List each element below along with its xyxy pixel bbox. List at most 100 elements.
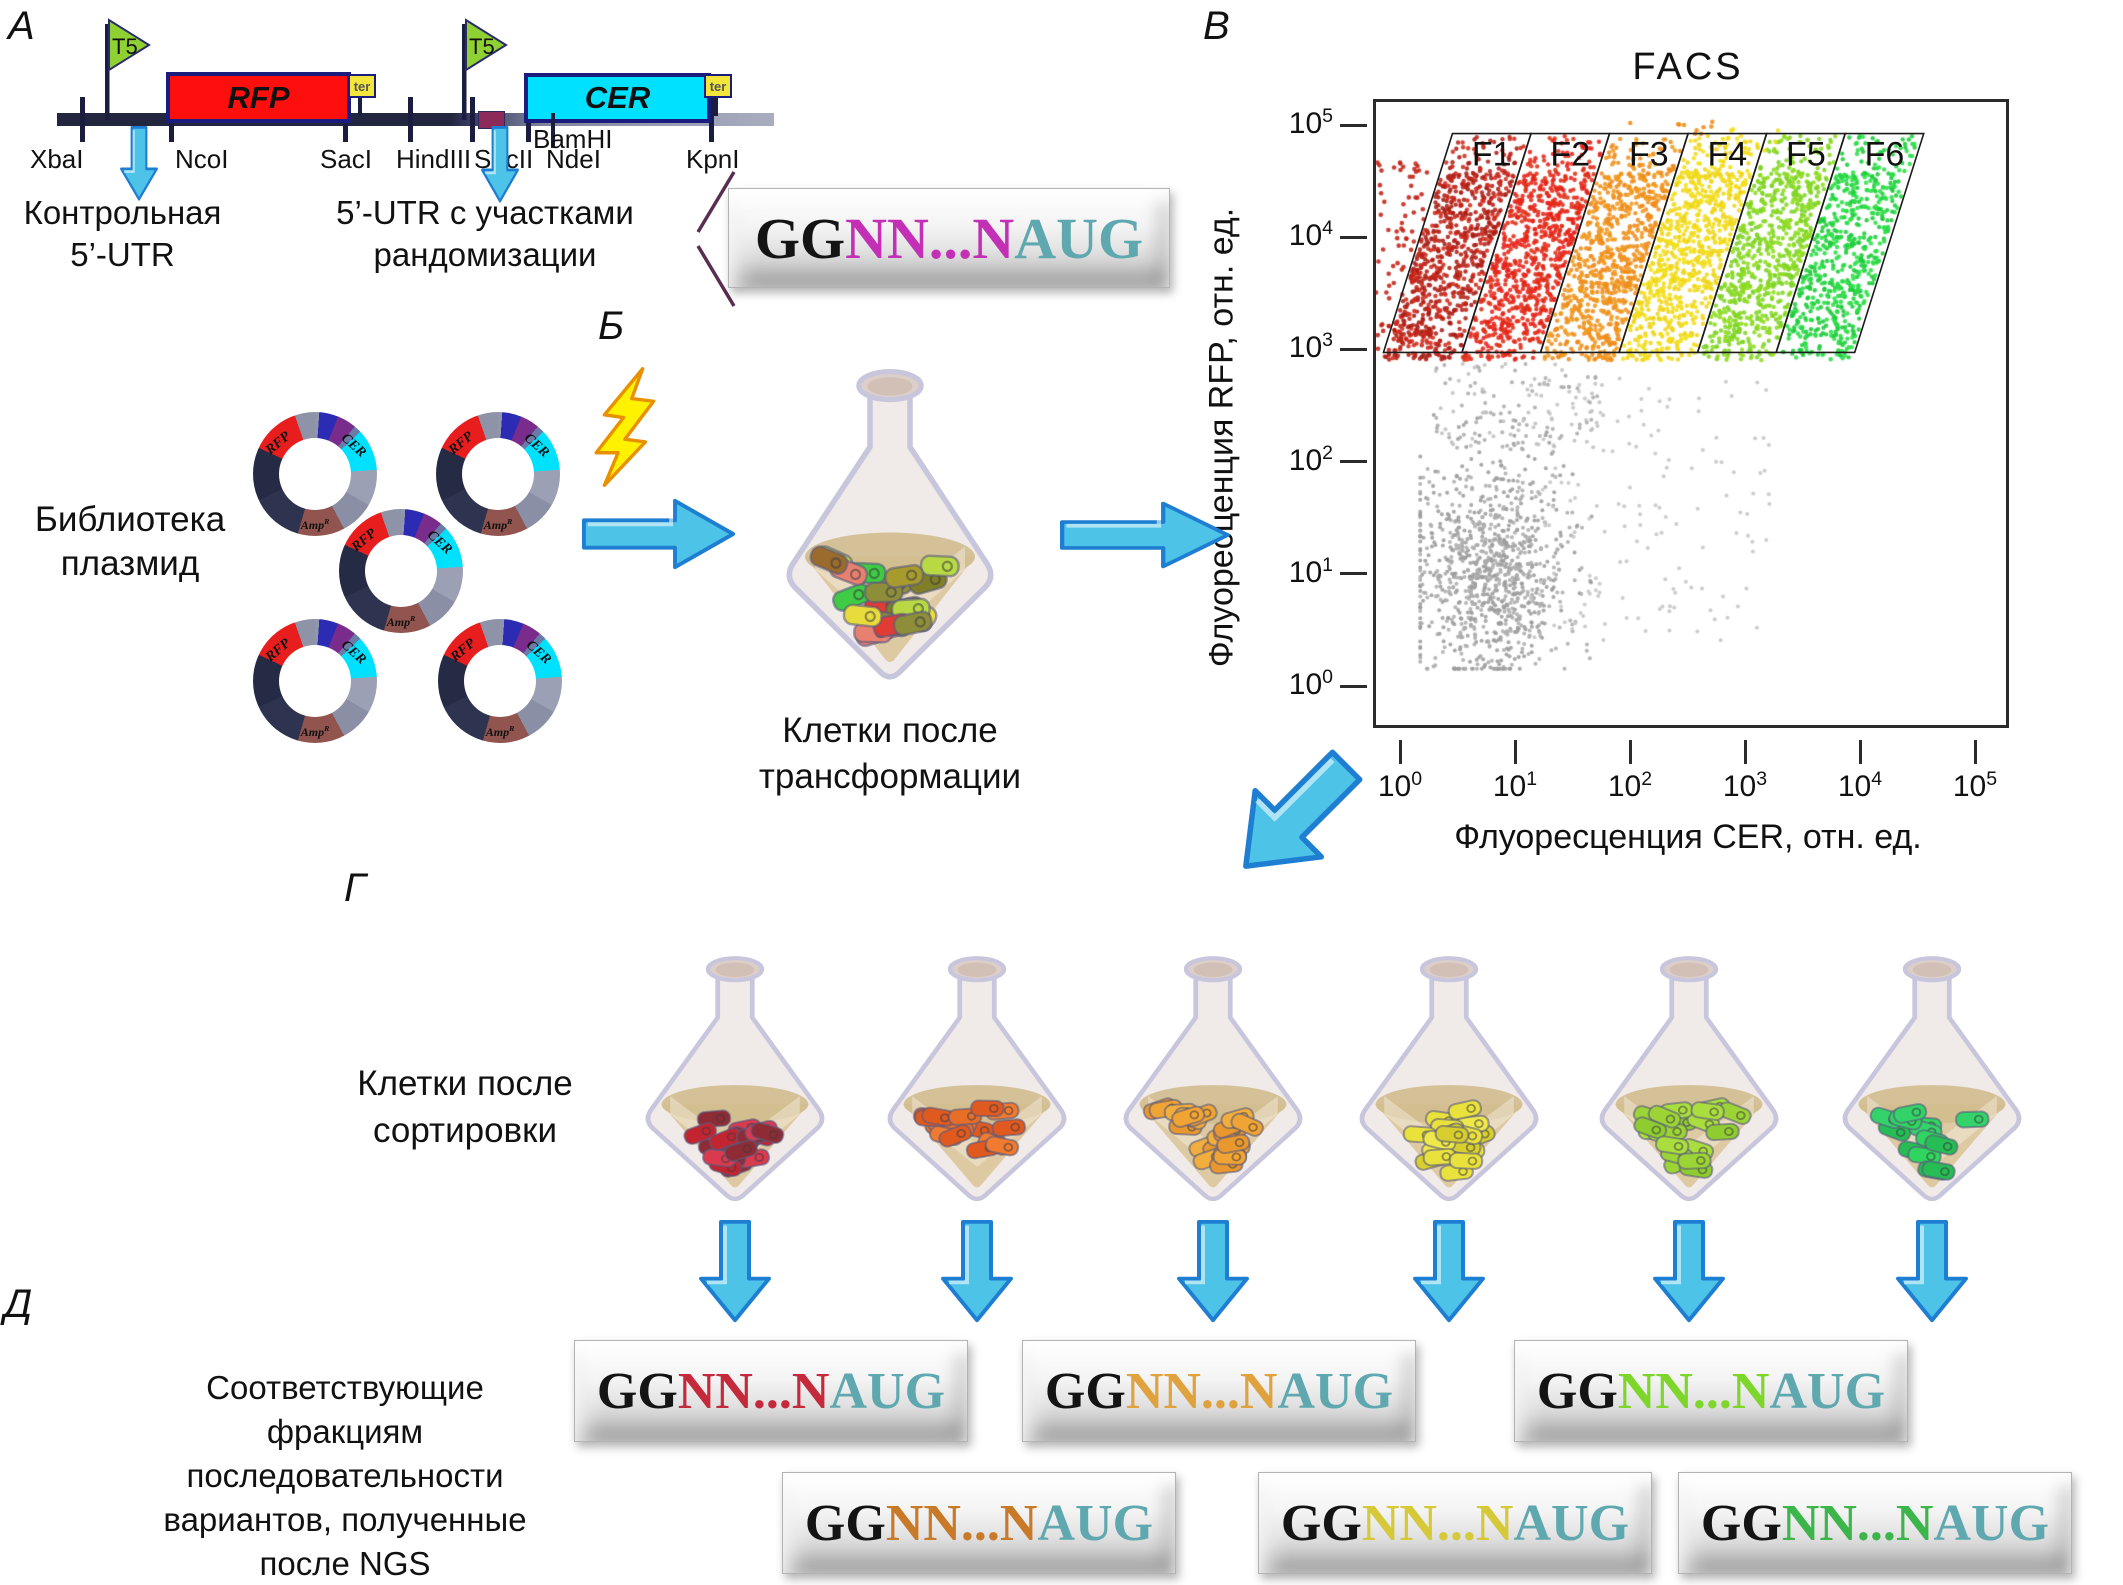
- seqbox-library: GG NN...N AUG: [728, 188, 1170, 288]
- arrow-diagonal-facs-to-fractions: [1243, 749, 1363, 869]
- facs-gates-overlay: F1 F2 F3 F4 F5 F6: [1382, 132, 1925, 354]
- random-utr-caption: 5’-UTR с участками рандомизации: [320, 192, 650, 276]
- arrow-right-flask-to-facs: [1060, 501, 1230, 569]
- seq-variable: NN...N: [1781, 1494, 1934, 1552]
- facs-xtick-10e1: [1513, 740, 1517, 764]
- plasmid-amp-label: AmpR: [483, 517, 513, 532]
- arrow-down-F4: [1413, 1220, 1485, 1323]
- random-utr-line2: рандомизации: [373, 236, 597, 273]
- facs-xtick-10e4: [1858, 740, 1862, 764]
- site-label-NcoI: NcoI: [175, 144, 229, 174]
- site-tick-SacII: [470, 97, 475, 142]
- seq-suffix: AUG: [1014, 205, 1144, 271]
- flask-sorted-F3: [1123, 956, 1303, 1202]
- plasmid-amp-label: AmpR: [485, 724, 515, 739]
- ngs-caption-line-2: фракциям: [266, 1413, 424, 1450]
- bracket-icon: [696, 171, 736, 307]
- site-label-SacI: SacI: [320, 144, 373, 174]
- panel-label-g: Г: [344, 866, 366, 910]
- facs-gate-label-F3: F3: [1629, 136, 1669, 174]
- terminator-pole-2: [714, 94, 718, 116]
- plasmid-4: RFP CER AmpR: [253, 619, 377, 743]
- facs-xtick-label-10e2: 102: [1607, 768, 1653, 803]
- plasmid-2: RFP CER AmpR: [436, 412, 560, 536]
- plasmid-amp-label: AmpR: [386, 614, 416, 629]
- seq-suffix: AUG: [829, 1362, 946, 1420]
- facs-ytick-label-10e0: 100: [1288, 666, 1333, 701]
- arrow-right-library-to-flask: [582, 498, 736, 570]
- facs-xtick-label-10e3: 103: [1722, 768, 1768, 803]
- transformation-caption: Клетки после трансформации: [740, 708, 1040, 800]
- facs-xtick-10e0: [1398, 740, 1402, 764]
- facs-ytick-10e1: [1340, 572, 1367, 576]
- seq-variable: NN...N: [885, 1494, 1038, 1552]
- seq-variable: NN...N: [845, 205, 1015, 271]
- facs-ytick-label-10e3: 103: [1288, 329, 1333, 365]
- gene-label-rfp: RFP: [227, 79, 290, 115]
- control-utr-line1: Контрольная: [23, 194, 222, 231]
- gene-box-cer: CER: [524, 73, 711, 123]
- arrow-down-F1: [699, 1220, 771, 1323]
- seqbox-F4: GG NN...N AUG: [1258, 1472, 1652, 1574]
- terminator-pole-1: [358, 94, 362, 116]
- terminator-box-2: ter: [704, 74, 732, 98]
- seq-prefix: GG: [804, 1494, 886, 1552]
- seq-variable: NN...N: [1125, 1362, 1278, 1420]
- promoter-label: T5: [112, 34, 138, 59]
- seq-prefix: GG: [1044, 1362, 1126, 1420]
- arrow-down-random-utr: [481, 126, 519, 203]
- plasmid-hole: [365, 535, 437, 607]
- plasmid-hole: [464, 645, 536, 717]
- seq-suffix: AUG: [1769, 1362, 1886, 1420]
- flask-sorted-F6: [1842, 956, 2022, 1202]
- gene-box-rfp: RFP: [166, 72, 351, 123]
- plasmid-5: RFP CER AmpR: [438, 619, 562, 743]
- facs-gate-label-F2: F2: [1550, 136, 1590, 174]
- panel-label-d: Д: [4, 1282, 33, 1326]
- seqbox-F3: GG NN...N AUG: [1022, 1340, 1416, 1442]
- facs-title: FACS: [1632, 46, 1744, 88]
- lightning-icon: [594, 367, 656, 487]
- ngs-caption-line-3: последовательности: [186, 1457, 504, 1494]
- sorting-caption: Клетки после сортировки: [315, 1060, 615, 1154]
- site-label-bamhi: BamHI: [533, 124, 613, 154]
- sorting-line2: сортировки: [372, 1111, 558, 1150]
- plasmid-3: RFP CER AmpR: [339, 509, 463, 633]
- library-line2: плазмид: [60, 544, 200, 583]
- arrow-down-F6: [1896, 1220, 1968, 1323]
- plasmid-1: RFP CER AmpR: [253, 412, 377, 536]
- plasmid-amp-label: AmpR: [300, 517, 330, 532]
- site-tick-HindIII: [408, 97, 413, 142]
- site-label-XbaI: XbaI: [30, 144, 84, 174]
- control-utr-caption: Контрольная 5’-UTR: [10, 192, 235, 276]
- facs-ytick-label-10e2: 102: [1288, 441, 1333, 477]
- terminator-label-1: ter: [353, 78, 371, 94]
- seq-variable: NN...N: [1361, 1494, 1514, 1552]
- ngs-caption-line-1: Соответствующие: [206, 1369, 484, 1406]
- seq-variable: NN...N: [1617, 1362, 1770, 1420]
- seqbox-F1: GG NN...N AUG: [574, 1340, 968, 1442]
- seq-prefix: GG: [1280, 1494, 1362, 1552]
- flask-sorted-F2: [887, 956, 1067, 1202]
- facs-ytick-10e0: [1340, 684, 1367, 688]
- flask-sorted-F4: [1359, 956, 1539, 1202]
- library-line1: Библиотека: [34, 500, 226, 539]
- seqbox-F6: GG NN...N AUG: [1678, 1472, 2072, 1574]
- facs-gate-label-F4: F4: [1708, 136, 1748, 174]
- panel-label-a: А: [8, 4, 35, 48]
- seqbox-F2: GG NN...N AUG: [782, 1472, 1176, 1574]
- facs-xtick-10e3: [1743, 740, 1747, 764]
- seq-prefix: GG: [1700, 1494, 1782, 1552]
- flask-transformed-cells: [786, 369, 994, 680]
- site-label-HindIII: HindIII: [396, 144, 472, 174]
- facs-ytick-label-10e1: 101: [1288, 553, 1333, 589]
- site-tick-bamhi: [551, 113, 555, 148]
- ngs-caption-line-4: вариантов, полученные: [163, 1501, 527, 1538]
- arrow-down-control-utr: [120, 126, 158, 201]
- plasmid-hole: [462, 438, 534, 510]
- seq-prefix: GG: [754, 205, 846, 271]
- random-utr-line1: 5’-UTR с участками: [336, 194, 634, 231]
- promoter-label: T5: [469, 34, 495, 59]
- site-label-NdeI: NdeI: [546, 144, 601, 174]
